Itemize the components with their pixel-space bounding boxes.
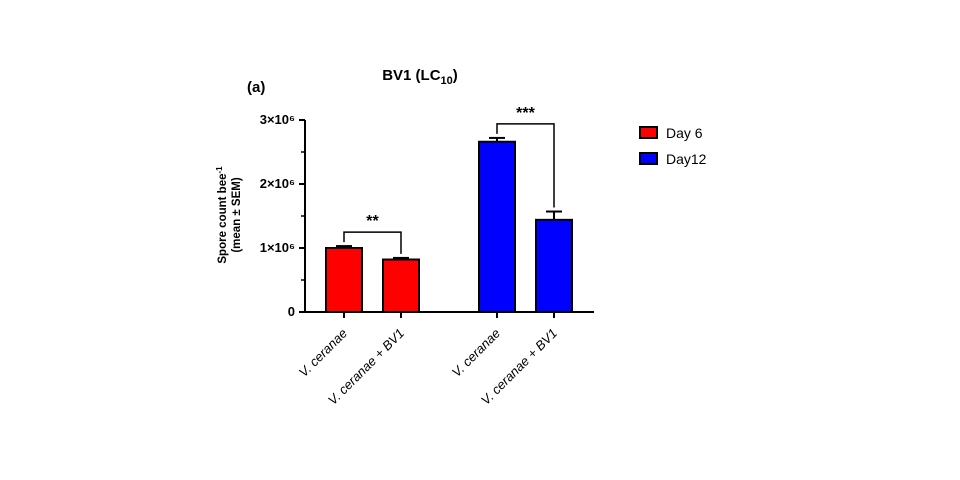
legend-label: Day 6 (666, 125, 703, 141)
significance-label: ** (366, 213, 379, 230)
svg-text:Spore count bee-1: Spore count bee-1 (215, 166, 229, 264)
x-tick-label: V. ceranae (449, 326, 503, 380)
legend-label: Day12 (666, 151, 707, 167)
significance-annotations: ***** (343, 105, 555, 254)
x-tick-label: V. ceranae (296, 326, 350, 380)
panel-label: (a) (247, 79, 265, 96)
y-axis-label: Spore count bee-1 (mean ± SEM) (215, 166, 243, 264)
significance-bracket (343, 231, 402, 254)
y-tick-label: 1×10⁶ (260, 240, 295, 255)
y-tick-label: 0 (288, 304, 295, 319)
svg-text:(mean ± SEM): (mean ± SEM) (231, 177, 243, 252)
legend-swatch (639, 126, 658, 139)
legend: Day 6 Day12 (639, 125, 707, 167)
bar-day12-1 (535, 218, 573, 313)
bar-day12-0 (478, 140, 516, 313)
y-tick-label: 3×10⁶ (260, 112, 295, 127)
chart-title: BV1 (LC10) (382, 67, 458, 87)
significance-label: *** (516, 105, 535, 122)
significance-bracket (496, 123, 555, 208)
y-tick-label: 2×10⁶ (260, 176, 295, 191)
bar-day6-1 (382, 258, 420, 313)
bar-day6-0 (325, 247, 363, 313)
bars (325, 136, 573, 313)
legend-swatch (639, 152, 658, 165)
